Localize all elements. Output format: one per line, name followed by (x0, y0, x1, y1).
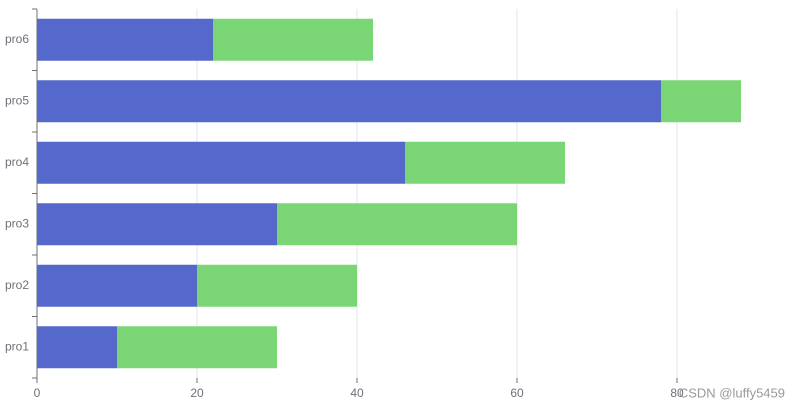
bar (117, 326, 277, 369)
y-tick-label: pro2 (5, 278, 29, 292)
bar (37, 80, 661, 123)
y-tick-label: pro5 (5, 93, 29, 107)
y-tick-label: pro1 (5, 339, 29, 353)
x-tick-label: 0 (34, 386, 41, 400)
x-tick-label: 40 (350, 386, 364, 400)
x-tick-label: 80 (670, 386, 684, 400)
bar (405, 141, 565, 184)
bar (197, 264, 357, 307)
x-tick-label: 60 (510, 386, 524, 400)
bar (37, 141, 405, 184)
bar (37, 264, 197, 307)
bar (37, 18, 213, 61)
x-tick-label: 20 (190, 386, 204, 400)
bar (213, 18, 373, 61)
bar (661, 80, 741, 123)
y-tick-label: pro4 (5, 155, 29, 169)
bar (37, 326, 117, 369)
y-tick-label: pro3 (5, 216, 29, 230)
watermark: CSDN @luffy5459 (679, 385, 785, 400)
bar (277, 203, 517, 246)
bar (37, 203, 277, 246)
y-tick-label: pro6 (5, 32, 29, 46)
